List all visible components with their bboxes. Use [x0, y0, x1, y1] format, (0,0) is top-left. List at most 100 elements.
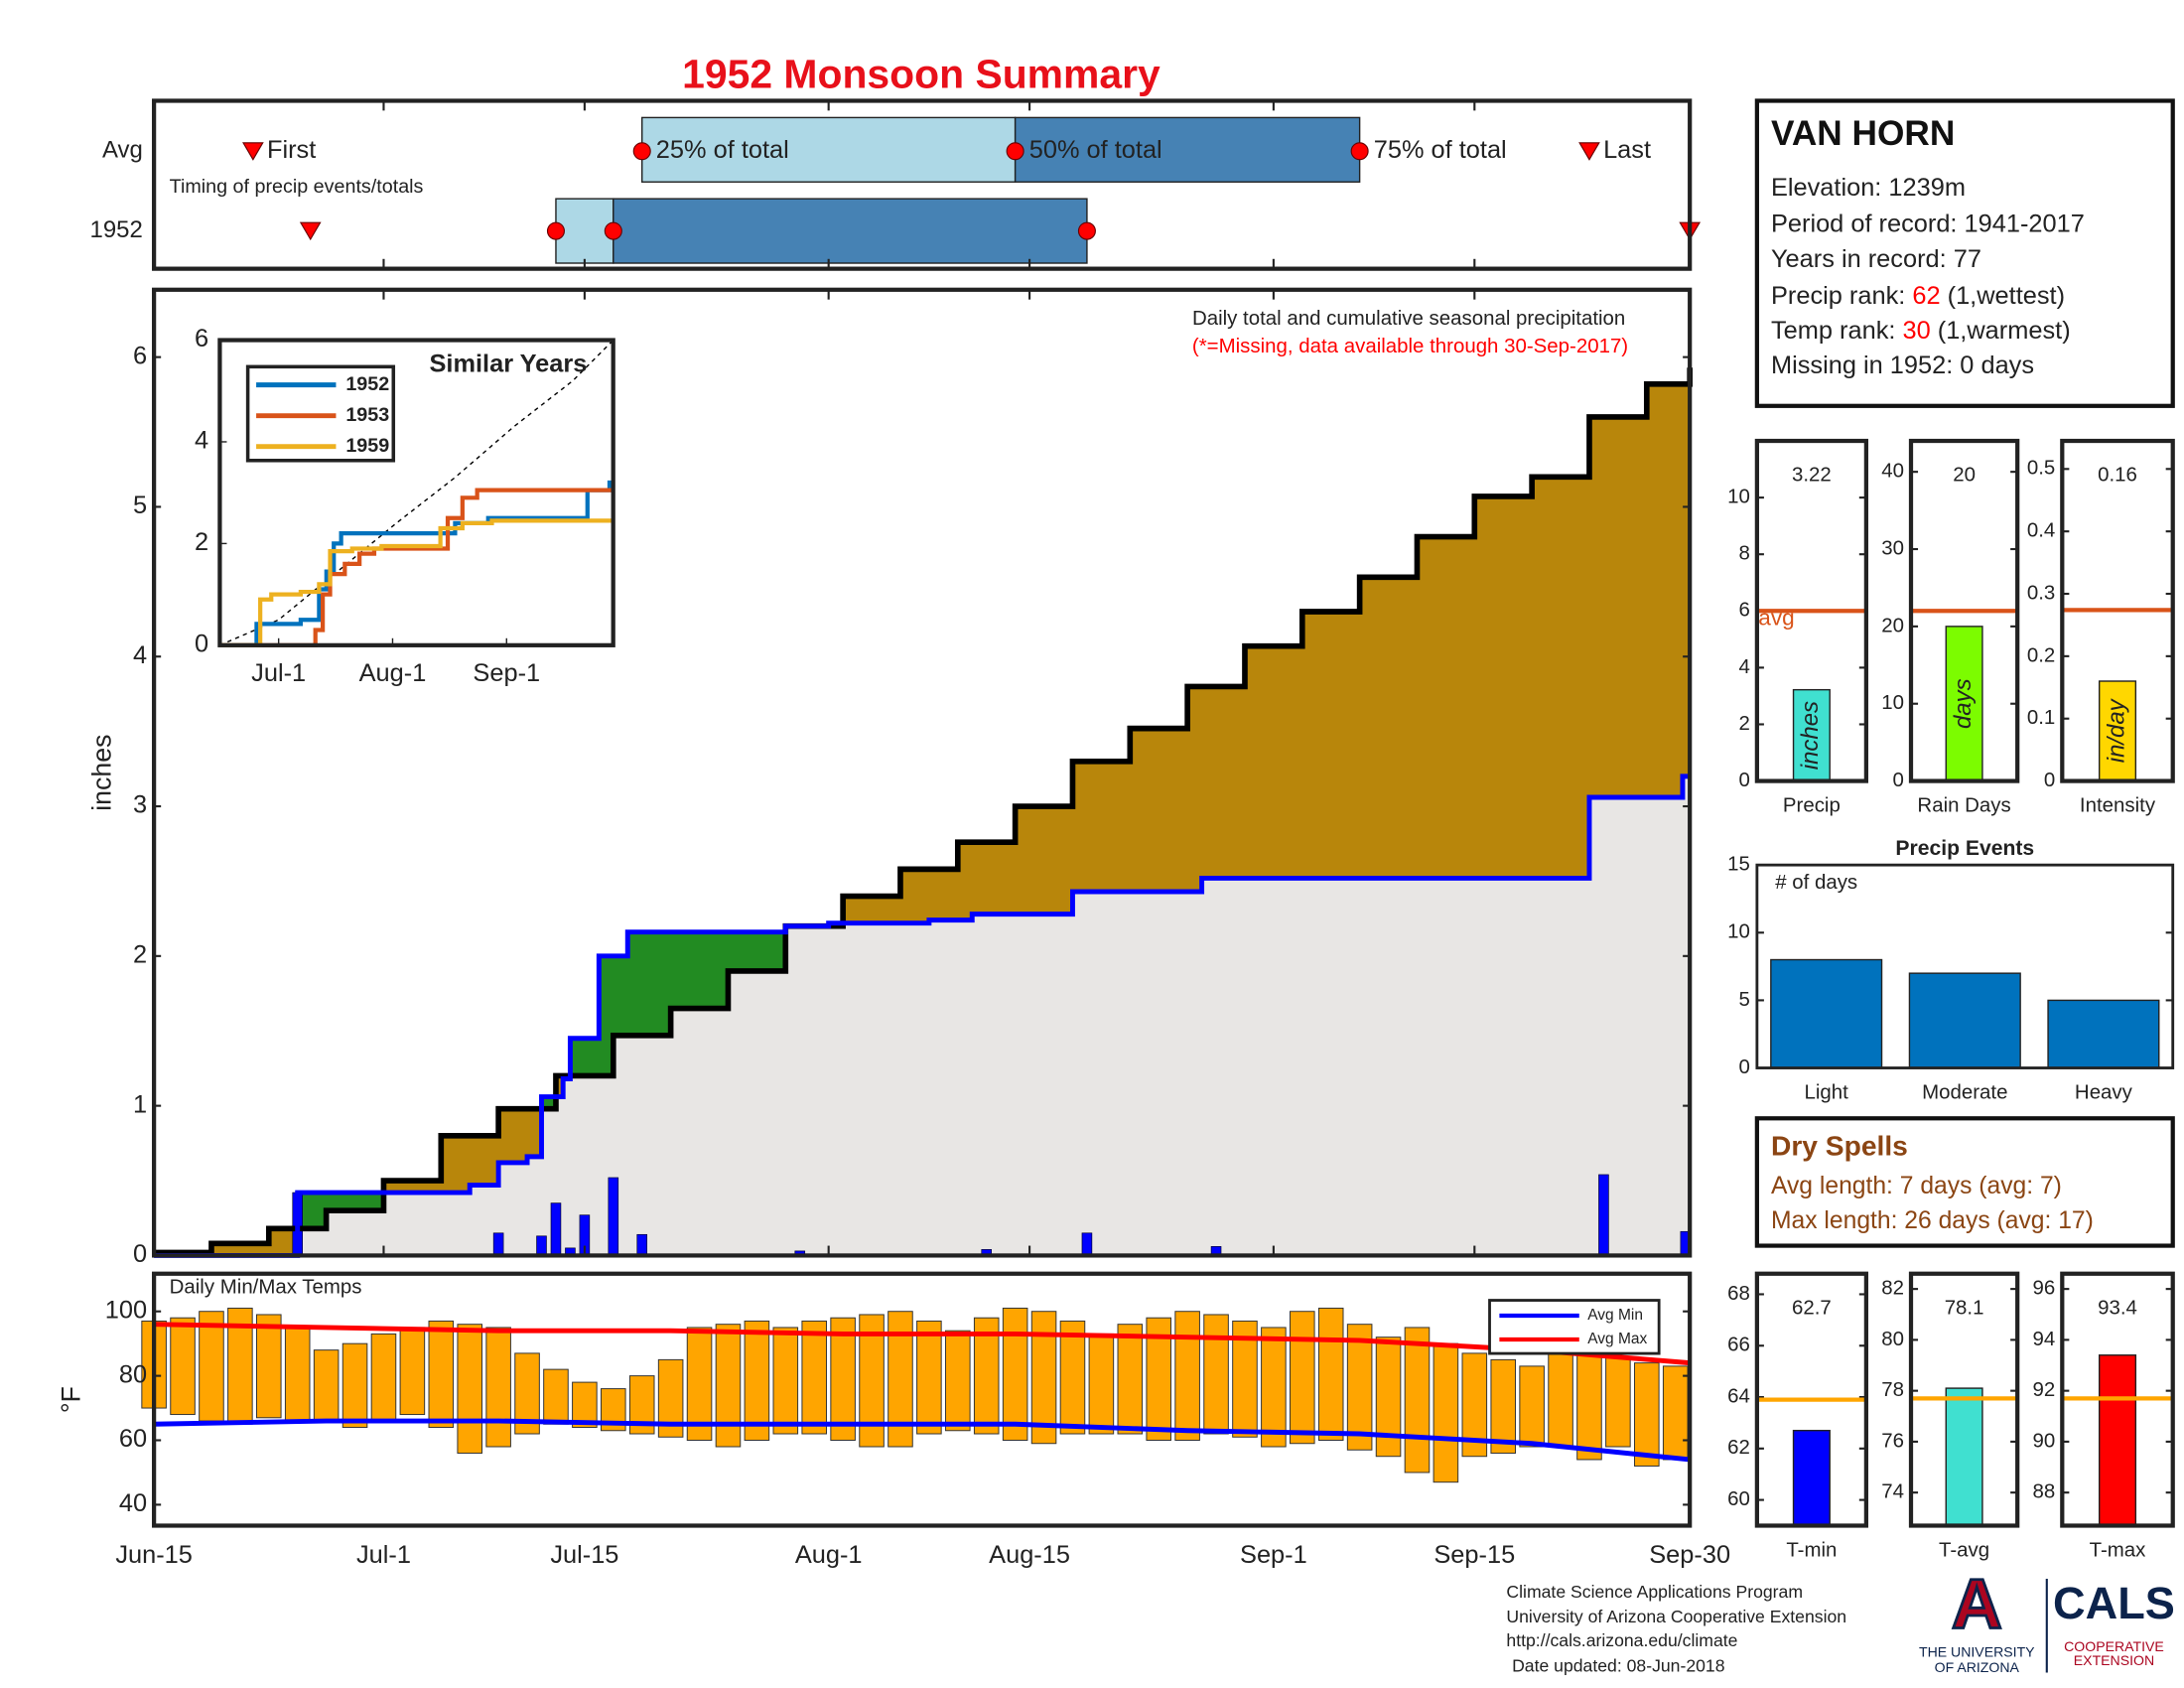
station-line: Years in record: 77 [1771, 245, 1981, 273]
y-tick-label: 4 [195, 427, 208, 455]
x-tick-label: Sep-1 [473, 659, 540, 687]
temp-bar [1317, 1307, 1344, 1441]
row-label: Avg [102, 137, 143, 164]
temp-bar [772, 1327, 799, 1435]
page-title: 1952 Monsoon Summary [682, 51, 1160, 96]
inset-title: Similar Years [429, 351, 587, 378]
y-tick-label: 6 [1738, 599, 1749, 622]
y-tick-label: 68 [1727, 1282, 1750, 1305]
bar [2047, 999, 2160, 1069]
temp-bar [916, 1320, 942, 1435]
temp-bar [1576, 1339, 1602, 1461]
x-tick-label: Sep-30 [1649, 1541, 1730, 1569]
temp-bar [370, 1333, 397, 1422]
daily-bar [492, 1232, 504, 1256]
rank-value: 30 [1902, 317, 1930, 345]
similar-year-line [219, 518, 614, 647]
daily-bar [536, 1235, 547, 1256]
station-rank: Temp rank: 30 (1,warmest) [1771, 317, 2071, 345]
similar-year-line [219, 480, 614, 647]
x-tick-label: Jun-15 [115, 1541, 193, 1569]
bar [1908, 972, 2021, 1069]
y-tick-label: 0.4 [2027, 519, 2055, 542]
rank-value: 62 [1912, 282, 1940, 310]
temp-bar [973, 1317, 1000, 1435]
temp-bar [1519, 1365, 1545, 1448]
chart-title: Precip Events [1895, 837, 2034, 860]
temp-bar [1490, 1358, 1517, 1454]
y-axis-label: inches [86, 734, 116, 810]
plot-frame [1754, 438, 1868, 783]
y-tick-label: 62 [1727, 1436, 1750, 1459]
marker-label: 25% of total [656, 136, 789, 164]
category-label: T-min [1786, 1538, 1837, 1561]
y-tick-label: 20 [1881, 614, 1904, 636]
temp-bar [830, 1317, 856, 1441]
temp-bar [1433, 1342, 1459, 1483]
temp-bar [256, 1314, 282, 1419]
station-line: Elevation: 1239m [1771, 174, 1966, 202]
temp-bar [1203, 1314, 1229, 1435]
value-label: 0.16 [2098, 464, 2137, 487]
value-label: 62.7 [1792, 1296, 1832, 1319]
temp-bar [1548, 1349, 1573, 1448]
temp-bar [1634, 1362, 1660, 1467]
temp-bar [686, 1327, 713, 1441]
temp-bar [428, 1320, 455, 1429]
rank-label: Temp rank: [1771, 317, 1895, 345]
footer-line: University of Arizona Cooperative Extens… [1506, 1607, 1846, 1626]
temp-bar [572, 1381, 598, 1429]
daily-bar [636, 1233, 648, 1256]
legend-label: Avg Min [1587, 1307, 1643, 1324]
bar [1770, 958, 1883, 1069]
rank-label: Precip rank: [1771, 282, 1905, 310]
y-tick-label: 2 [195, 528, 208, 556]
y-tick-label: 0 [195, 631, 208, 658]
timing-bar [1014, 116, 1361, 183]
station-name: VAN HORN [1771, 114, 1955, 153]
y-tick-label: 100 [105, 1296, 147, 1324]
station-line: Period of record: 1941-2017 [1771, 211, 2085, 238]
dry-spells-line: Max length: 26 days (avg: 17) [1771, 1207, 2094, 1234]
average-temp-line [154, 1418, 1691, 1463]
reference-line [219, 340, 614, 646]
logo-cals: CALS [2053, 1578, 2175, 1628]
y-tick-label: 66 [1727, 1334, 1750, 1356]
y-tick-label: 94 [2033, 1328, 2056, 1350]
timing-triangle [242, 142, 264, 161]
value-label: 3.22 [1792, 464, 1832, 487]
timing-bar [641, 116, 1017, 183]
x-tick-label: Sep-1 [1240, 1541, 1307, 1569]
y-tick-label: 10 [1881, 691, 1904, 714]
category-label: T-avg [1939, 1538, 1989, 1561]
temp-bar [1605, 1355, 1631, 1448]
daily-bar [1081, 1232, 1093, 1256]
plot-frame [152, 1271, 1693, 1528]
value-label: 93.4 [2098, 1296, 2137, 1319]
temp-bar [485, 1327, 511, 1448]
temp-bar [1346, 1324, 1373, 1451]
summary-bar [1792, 1429, 1831, 1527]
logo-extension: EXTENSION [2074, 1652, 2154, 1668]
bar-label: in/day [2103, 697, 2129, 763]
y-tick-label: 6 [195, 325, 208, 352]
legend-label: 1952 [345, 373, 389, 395]
plot-frame [217, 338, 615, 647]
timing-triangle [1578, 142, 1600, 161]
summary-bar [1945, 1387, 1983, 1527]
temp-bar [284, 1327, 311, 1422]
temp-bar [313, 1349, 340, 1422]
bar-label: days [1950, 678, 1977, 729]
timing-dot [632, 142, 651, 161]
y-tick-label: 40 [119, 1489, 147, 1517]
temp-bar [1662, 1365, 1689, 1461]
timing-bar [613, 198, 1088, 264]
y-tick-label: 0 [1738, 1055, 1749, 1078]
y-tick-label: 82 [1881, 1277, 1904, 1300]
chart-title: Daily Min/Max Temps [170, 1275, 362, 1298]
row-label: 1952 [90, 216, 143, 243]
bar-label: inches [1797, 701, 1824, 770]
x-tick-label: Aug-1 [359, 659, 427, 687]
